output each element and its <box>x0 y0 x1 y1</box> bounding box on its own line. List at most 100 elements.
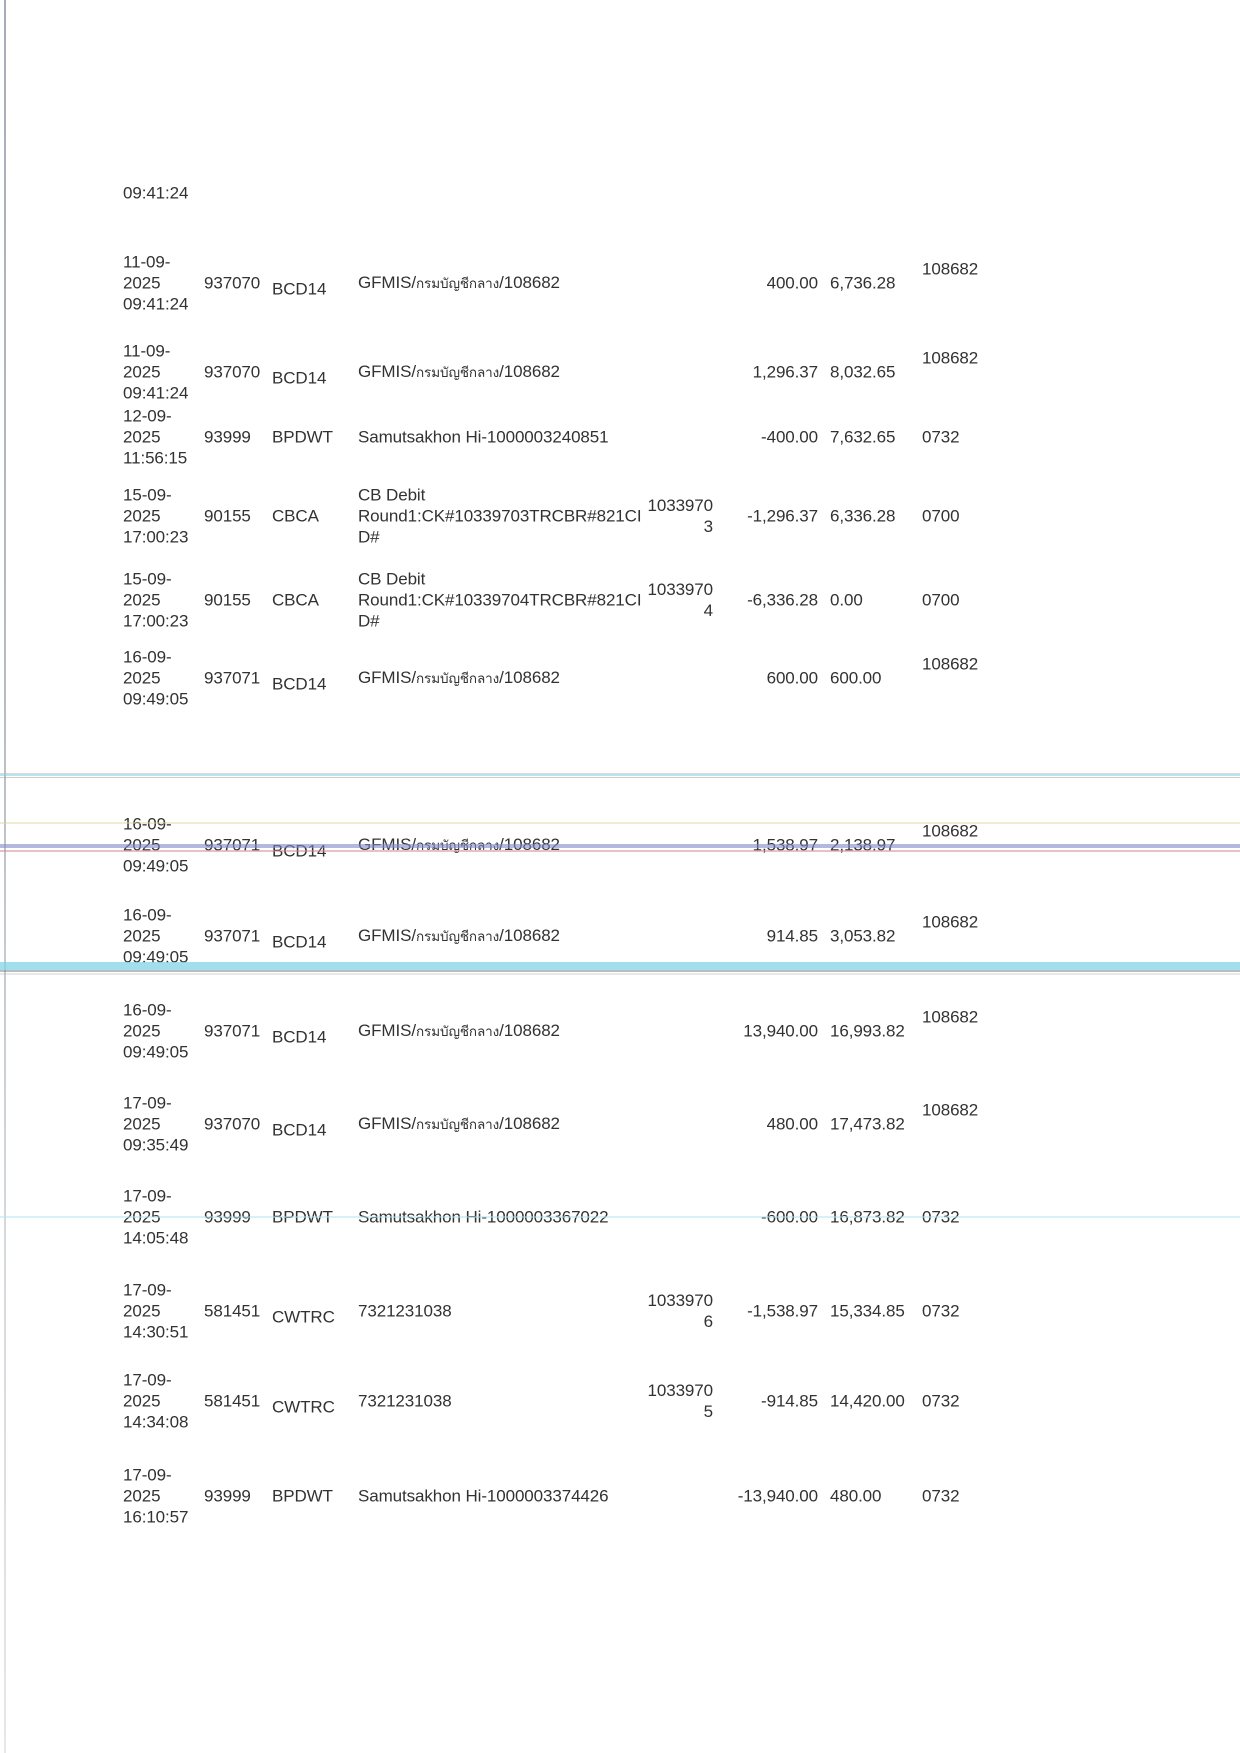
datetime-cell: 17-09- 2025 14:05:48 <box>123 1186 189 1248</box>
description-cell: 7321231038 <box>358 1391 658 1412</box>
description-text: 7321231038 <box>358 1391 452 1411</box>
code-cell: 937070 <box>204 362 261 382</box>
description-text: Samutsakhon Hi-1000003367022 <box>358 1207 609 1227</box>
balance-cell: 16,993.82 <box>830 1021 905 1041</box>
channel-cell: BPDWT <box>272 1486 333 1506</box>
datetime-cell: 17-09- 2025 14:30:51 <box>123 1280 189 1342</box>
channel-cell: CWTRC <box>272 1307 335 1327</box>
code-cell: 93999 <box>204 427 251 447</box>
code-cell: 93999 <box>204 1486 251 1506</box>
amount-cell: 13,940.00 <box>743 1021 818 1041</box>
amount-cell: 1,538.97 <box>752 835 818 855</box>
balance-cell: 17,473.82 <box>830 1114 905 1134</box>
amount-cell: -6,336.28 <box>747 590 818 610</box>
branch-cell: 108682 <box>922 654 979 674</box>
branch-cell: 0732 <box>922 427 960 447</box>
cheque-number-cell: 1033970 6 <box>647 1291 714 1331</box>
balance-cell: 14,420.00 <box>830 1391 905 1411</box>
datetime-cell: 17-09- 2025 14:34:08 <box>123 1370 189 1432</box>
branch-cell: 0732 <box>922 1207 960 1227</box>
description-tail: /108682 <box>499 668 560 687</box>
branch-cell: 108682 <box>922 821 979 841</box>
description-text: Samutsakhon Hi-1000003240851 <box>358 427 609 447</box>
description-text: GFMIS/ <box>358 668 416 687</box>
branch-cell: 0700 <box>922 506 960 526</box>
balance-cell: 600.00 <box>830 668 882 688</box>
code-cell: 90155 <box>204 590 251 610</box>
description-cell: GFMIS/กรมบัญชีกลาง/108682 <box>358 834 658 856</box>
balance-cell: 7,632.65 <box>830 427 896 447</box>
branch-cell: 0732 <box>922 1486 960 1506</box>
amount-cell: -600.00 <box>761 1207 818 1227</box>
branch-cell: 108682 <box>922 1007 979 1027</box>
amount-cell: -400.00 <box>761 427 818 447</box>
channel-cell: BCD14 <box>272 279 327 299</box>
datetime-cell: 16-09- 2025 09:49:05 <box>123 905 189 967</box>
channel-cell: BPDWT <box>272 1207 333 1227</box>
datetime-cell: 17-09- 2025 09:35:49 <box>123 1093 189 1155</box>
description-cell: Samutsakhon Hi-1000003374426 <box>358 1486 658 1507</box>
description-thai: กรมบัญชีกลาง <box>415 1024 500 1039</box>
amount-cell: -13,940.00 <box>737 1486 818 1506</box>
balance-cell: 480.00 <box>830 1486 882 1506</box>
description-cell: Samutsakhon Hi-1000003240851 <box>358 427 658 448</box>
amount-cell: -1,538.97 <box>747 1301 818 1321</box>
description-cell: GFMIS/กรมบัญชีกลาง/108682 <box>358 667 658 689</box>
channel-cell: CBCA <box>272 590 319 610</box>
scan-artifact-grey-line <box>0 777 1240 778</box>
channel-cell: BCD14 <box>272 368 327 388</box>
description-tail: /108682 <box>499 362 560 381</box>
code-cell: 937071 <box>204 926 261 946</box>
channel-cell: BCD14 <box>272 1120 327 1140</box>
balance-cell: 8,032.65 <box>830 362 896 382</box>
datetime-cell: 17-09- 2025 16:10:57 <box>123 1465 189 1527</box>
channel-cell: BCD14 <box>272 1027 327 1047</box>
description-text: GFMIS/ <box>358 926 416 945</box>
code-cell: 90155 <box>204 506 251 526</box>
branch-cell: 108682 <box>922 1100 979 1120</box>
description-cell: Samutsakhon Hi-1000003367022 <box>358 1207 658 1228</box>
datetime-cell: 11-09- 2025 09:41:24 <box>123 341 189 403</box>
amount-cell: 1,296.37 <box>752 362 818 382</box>
description-tail: /108682 <box>499 926 560 945</box>
scan-artifact-cyan-line <box>0 773 1240 776</box>
branch-cell: 0732 <box>922 1301 960 1321</box>
amount-cell: 400.00 <box>766 273 819 293</box>
balance-cell: 0.00 <box>830 590 863 610</box>
description-tail: /108682 <box>499 1114 560 1133</box>
branch-cell: 108682 <box>922 912 979 932</box>
channel-cell: BCD14 <box>272 841 327 861</box>
amount-cell: -914.85 <box>761 1391 818 1411</box>
amount-cell: 480.00 <box>766 1114 819 1134</box>
description-thai: กรมบัญชีกลาง <box>415 1117 500 1132</box>
balance-cell: 16,873.82 <box>830 1207 905 1227</box>
channel-cell: CWTRC <box>272 1397 335 1417</box>
branch-cell: 108682 <box>922 348 979 368</box>
description-text: CB Debit Round1:CK#10339704TRCBR#821CI D… <box>358 569 642 631</box>
description-thai: กรมบัญชีกลาง <box>415 929 500 944</box>
description-cell: GFMIS/กรมบัญชีกลาง/108682 <box>358 925 658 947</box>
cheque-number-cell: 1033970 3 <box>647 496 714 536</box>
channel-cell: BCD14 <box>272 932 327 952</box>
channel-cell: BCD14 <box>272 674 327 694</box>
datetime-cell: 16-09- 2025 09:49:05 <box>123 814 189 876</box>
datetime-cell: 15-09- 2025 17:00:23 <box>123 485 189 547</box>
code-cell: 937071 <box>204 835 261 855</box>
datetime-cell: 12-09- 2025 11:56:15 <box>123 406 188 468</box>
channel-cell: CBCA <box>272 506 319 526</box>
code-cell: 937070 <box>204 1114 261 1134</box>
description-text: GFMIS/ <box>358 362 416 381</box>
amount-cell: 914.85 <box>766 926 819 946</box>
balance-cell: 6,336.28 <box>830 506 896 526</box>
amount-cell: 600.00 <box>766 668 819 688</box>
scan-artifact-grey-faint-line <box>0 973 1240 975</box>
description-cell: GFMIS/กรมบัญชีกลาง/108682 <box>358 1113 658 1135</box>
balance-cell: 6,736.28 <box>830 273 896 293</box>
branch-cell: 0732 <box>922 1391 960 1411</box>
balance-cell: 2,138.97 <box>830 835 896 855</box>
description-cell: CB Debit Round1:CK#10339703TRCBR#821CI D… <box>358 485 658 548</box>
amount-cell: -1,296.37 <box>747 506 818 526</box>
branch-cell: 0700 <box>922 590 960 610</box>
balance-cell: 3,053.82 <box>830 926 896 946</box>
